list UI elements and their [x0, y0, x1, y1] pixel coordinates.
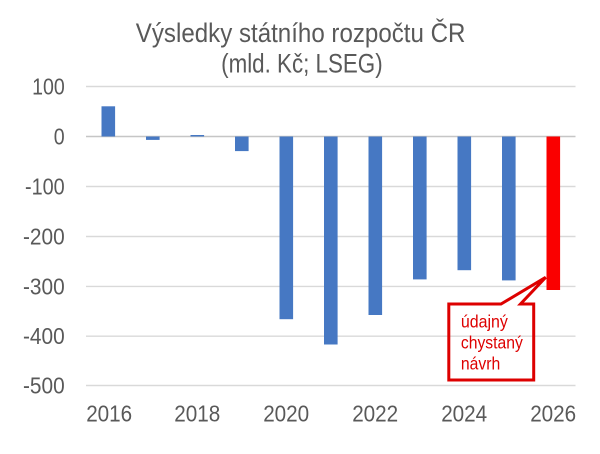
svg-text:2020: 2020 — [263, 400, 309, 426]
svg-text:2018: 2018 — [174, 400, 220, 426]
svg-text:2016: 2016 — [86, 400, 132, 426]
svg-text:-200: -200 — [23, 224, 65, 250]
svg-text:-500: -500 — [23, 373, 65, 399]
svg-text:-100: -100 — [25, 174, 65, 200]
svg-text:2024: 2024 — [441, 400, 487, 426]
svg-text:100: 100 — [32, 74, 65, 100]
svg-text:-400: -400 — [23, 323, 65, 349]
svg-text:návrh: návrh — [461, 354, 500, 374]
svg-text:-300: -300 — [23, 273, 65, 299]
svg-text:2026: 2026 — [530, 400, 576, 426]
svg-text:0: 0 — [54, 124, 65, 150]
svg-text:2022: 2022 — [352, 400, 398, 426]
svg-text:údajný: údajný — [461, 312, 508, 332]
svg-text:Výsledky státního rozpočtu ČR: Výsledky státního rozpočtu ČR — [136, 17, 466, 48]
svg-text:(mld. Kč; LSEG): (mld. Kč; LSEG) — [221, 48, 383, 78]
svg-text:chystaný: chystaný — [461, 333, 523, 353]
